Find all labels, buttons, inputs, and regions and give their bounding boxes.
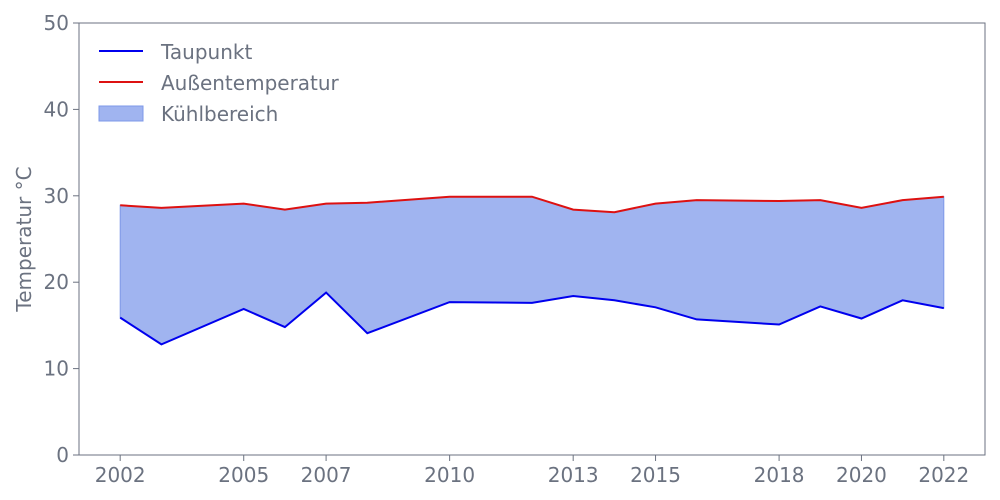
legend-swatch-cooling-range [98, 105, 144, 122]
x-tick-label: 2015 [630, 463, 681, 487]
dew-point-line [119, 291, 944, 346]
x-tick-label: 2007 [301, 463, 352, 487]
x-tick-label: 2013 [548, 463, 599, 487]
legend-label-outdoor-temperature: Außentemperatur [161, 71, 340, 95]
y-tick-label: 0 [56, 443, 69, 467]
y-axis: 0 10 20 30 40 50 [44, 11, 79, 467]
x-tick-label: 2002 [95, 463, 146, 487]
plot-frame [78, 22, 986, 456]
y-tick-label: 40 [44, 97, 69, 121]
x-axis: 2002 2005 2007 2010 2013 2015 2018 2020 2022 [95, 455, 969, 487]
y-tick-label: 20 [44, 270, 69, 294]
x-tick-label: 2005 [218, 463, 269, 487]
y-tick-label: 50 [44, 11, 69, 35]
legend-label-cooling-range: Kühlbereich [161, 102, 278, 126]
x-tick-label: 2020 [836, 463, 887, 487]
legend-label-dew-point: Taupunkt [160, 40, 252, 64]
y-axis-title: Temperatur °C [12, 166, 36, 312]
x-tick-label: 2010 [424, 463, 475, 487]
x-tick-label: 2022 [918, 463, 969, 487]
x-tick-label: 2018 [754, 463, 805, 487]
y-tick-label: 30 [44, 184, 69, 208]
outdoor-temperature-line [120, 195, 944, 214]
y-tick-label: 10 [44, 357, 69, 381]
legend: Taupunkt Außentemperatur Kühlbereich [98, 40, 340, 126]
